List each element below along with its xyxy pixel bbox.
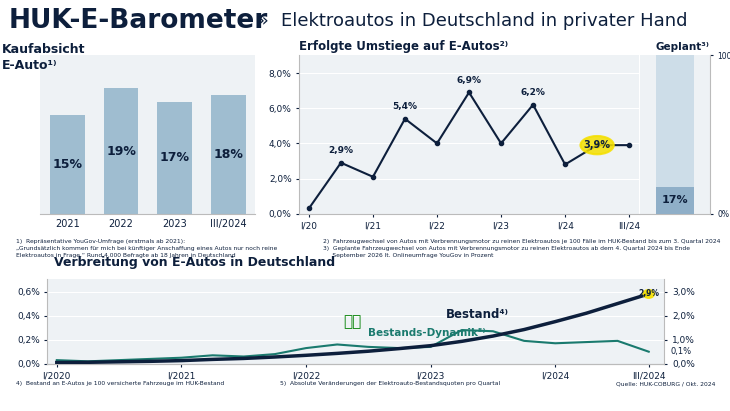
Text: 19%: 19% [106,145,136,157]
Text: Bestands-Dynamik⁵⁾: Bestands-Dynamik⁵⁾ [369,328,486,339]
Text: Bestand⁴⁾: Bestand⁴⁾ [446,308,510,321]
Text: Kaufabsicht
E-Auto¹⁾: Kaufabsicht E-Auto¹⁾ [1,43,85,72]
Text: 3,9%: 3,9% [583,140,610,150]
Bar [656,55,694,214]
Text: Erfolgte Umstiege auf E-Autos²⁾: Erfolgte Umstiege auf E-Autos²⁾ [299,40,508,53]
Text: 0,1%: 0,1% [671,347,691,356]
Circle shape [643,290,654,298]
Text: 18%: 18% [213,148,243,161]
Text: 1)  Repräsentative YouGov-Umfrage (erstmals ab 2021):
„Grundsätzlich kommen für : 1) Repräsentative YouGov-Umfrage (erstma… [16,239,277,258]
Text: 17%: 17% [160,151,190,164]
Text: Geplant³⁾: Geplant³⁾ [656,42,710,52]
Text: 5,4%: 5,4% [393,102,418,111]
Text: HUK-E-Barometer: HUK-E-Barometer [9,8,268,34]
Text: 17%: 17% [661,195,688,205]
Text: »: » [252,12,274,30]
Text: 6,9%: 6,9% [456,76,482,85]
Text: Elektroautos in Deutschland in privater Hand: Elektroautos in Deutschland in privater … [281,12,688,30]
Text: 15%: 15% [53,158,82,171]
Text: Verbreitung von E-Autos in Deutschland: Verbreitung von E-Autos in Deutschland [53,256,335,269]
Circle shape [580,136,614,154]
Text: 4)  Bestand an E-Autos je 100 versicherte Fahrzeuge im HUK-Bestand: 4) Bestand an E-Autos je 100 versicherte… [16,381,224,386]
Bar [157,102,192,214]
Text: 2,9%: 2,9% [638,289,659,298]
Bar [50,115,85,214]
Bar [656,187,694,214]
Text: 6,2%: 6,2% [520,88,545,97]
Bar [104,88,139,214]
Text: 5)  Absolute Veränderungen der Elektroauto-Bestandsquoten pro Quartal: 5) Absolute Veränderungen der Elektroaut… [280,381,500,386]
Text: 2)  Fahrzeugwechsel von Autos mit Verbrennungsmotor zu reinen Elektroautos je 10: 2) Fahrzeugwechsel von Autos mit Verbren… [323,239,721,258]
Text: 🌿🚗: 🌿🚗 [344,314,362,330]
Text: 2,9%: 2,9% [328,146,353,155]
Text: Quelle: HUK-COBURG / Okt. 2024: Quelle: HUK-COBURG / Okt. 2024 [616,381,715,386]
Bar [211,95,246,214]
